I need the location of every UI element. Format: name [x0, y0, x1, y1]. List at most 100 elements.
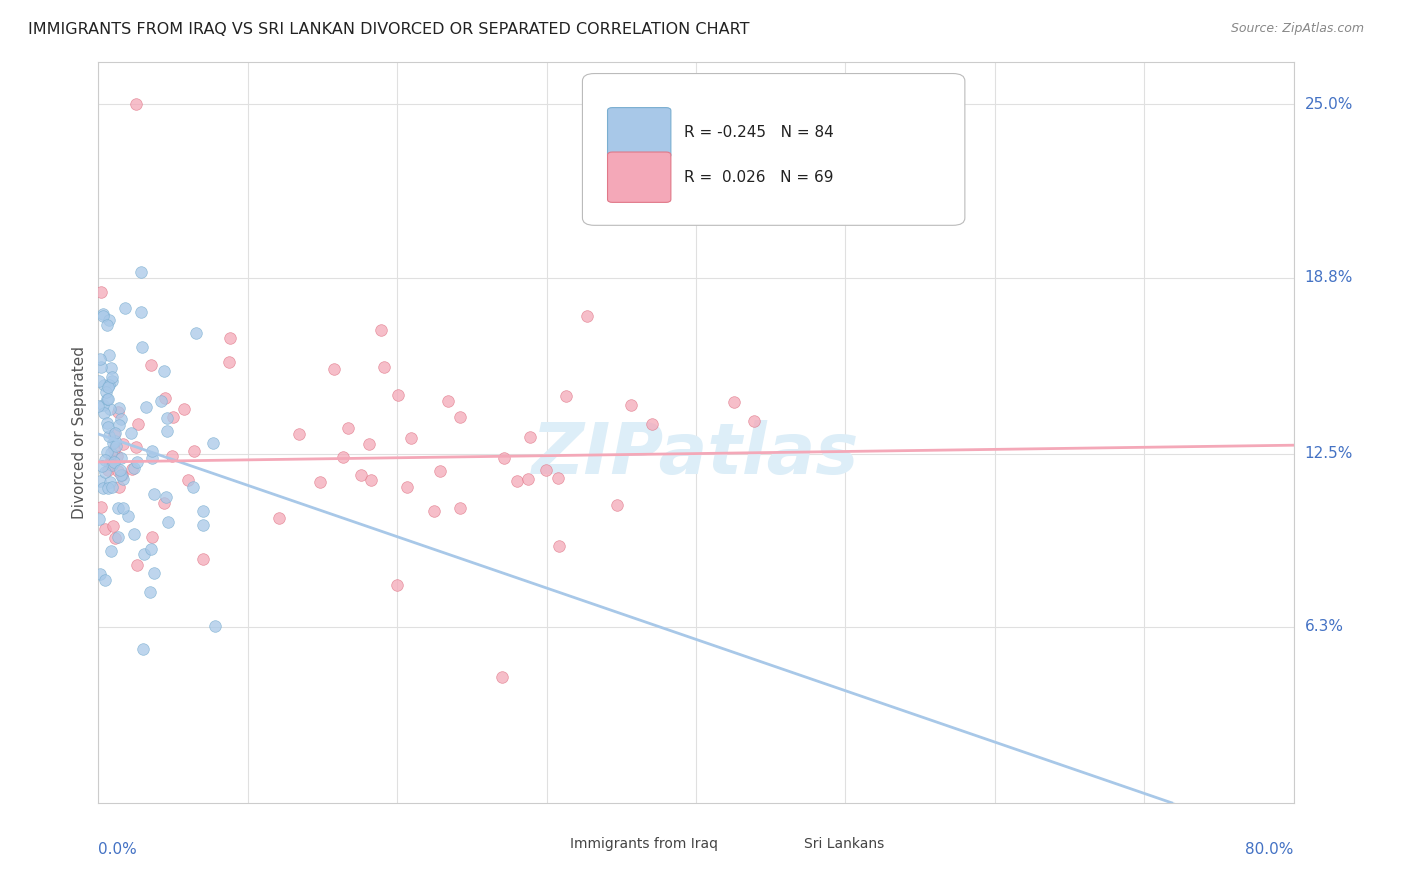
Point: [153, 391, 176, 405]
Point: [108, 462, 131, 476]
Point: [437, 393, 460, 408]
Point: [125, 558, 148, 573]
Point: [100, 446, 122, 460]
Point: [150, 393, 173, 408]
Point: [93, 522, 115, 536]
Point: [103, 455, 125, 469]
Point: [204, 619, 226, 633]
Point: [103, 442, 125, 456]
Point: [183, 444, 205, 458]
Text: 0.0%: 0.0%: [98, 842, 138, 856]
Point: [93, 377, 115, 392]
Point: [100, 480, 122, 494]
Text: 12.5%: 12.5%: [1305, 446, 1353, 461]
Point: [117, 509, 139, 524]
Point: [288, 426, 311, 441]
Point: [104, 434, 127, 448]
Point: [547, 539, 569, 553]
Point: [423, 504, 446, 518]
Point: [122, 526, 145, 541]
Point: [125, 97, 148, 112]
Point: [98, 378, 121, 392]
Point: [89, 285, 111, 299]
Point: [110, 468, 132, 483]
Point: [606, 498, 628, 512]
Point: [156, 515, 179, 529]
Point: [332, 450, 354, 464]
Point: [139, 358, 162, 372]
Point: [97, 420, 120, 434]
Point: [111, 501, 134, 516]
Point: [156, 424, 179, 438]
Text: 25.0%: 25.0%: [1305, 97, 1353, 112]
Point: [135, 401, 157, 415]
Point: [100, 544, 122, 558]
FancyBboxPatch shape: [607, 152, 671, 202]
Point: [396, 480, 419, 494]
Text: ZIPatlas: ZIPatlas: [533, 420, 859, 490]
Point: [105, 439, 128, 453]
Point: [87, 399, 110, 413]
Point: [127, 417, 149, 432]
FancyBboxPatch shape: [582, 73, 965, 226]
Point: [153, 496, 176, 510]
Text: Immigrants from Iraq: Immigrants from Iraq: [571, 838, 718, 851]
Point: [908, 209, 931, 223]
Point: [153, 364, 176, 378]
Point: [98, 429, 121, 443]
Point: [139, 584, 162, 599]
Point: [132, 642, 155, 657]
Point: [555, 389, 578, 403]
Point: [176, 473, 198, 487]
Point: [269, 510, 291, 524]
Point: [90, 500, 112, 514]
Point: [96, 445, 118, 459]
Point: [112, 472, 135, 486]
Point: [576, 310, 599, 324]
Point: [125, 440, 148, 454]
Point: [103, 427, 125, 442]
Point: [97, 313, 120, 327]
Point: [90, 359, 112, 374]
Point: [103, 518, 125, 533]
Text: 80.0%: 80.0%: [1246, 842, 1294, 856]
Point: [125, 455, 148, 469]
Point: [534, 463, 557, 477]
Point: [96, 318, 118, 333]
Point: [107, 501, 129, 516]
Point: [131, 340, 153, 354]
Point: [108, 480, 131, 494]
Point: [93, 405, 115, 419]
Point: [107, 405, 129, 419]
Point: [519, 430, 541, 444]
Point: [121, 462, 143, 476]
Point: [89, 511, 111, 525]
Point: [141, 444, 163, 458]
Point: [201, 436, 224, 450]
Point: [111, 437, 134, 451]
Point: [97, 463, 120, 477]
Point: [517, 472, 540, 486]
Text: 6.3%: 6.3%: [1305, 619, 1344, 634]
Point: [91, 398, 114, 412]
Point: [98, 475, 121, 490]
Point: [641, 417, 664, 431]
Text: Sri Lankans: Sri Lankans: [804, 838, 884, 851]
Text: IMMIGRANTS FROM IRAQ VS SRI LANKAN DIVORCED OR SEPARATED CORRELATION CHART: IMMIGRANTS FROM IRAQ VS SRI LANKAN DIVOR…: [28, 22, 749, 37]
Point: [94, 465, 117, 479]
Point: [100, 458, 122, 473]
Point: [87, 374, 110, 388]
Y-axis label: Divorced or Separated: Divorced or Separated: [72, 346, 87, 519]
Point: [337, 421, 360, 435]
Point: [141, 450, 163, 465]
Point: [97, 392, 120, 406]
Point: [323, 362, 346, 376]
Point: [96, 392, 118, 406]
Point: [370, 322, 392, 336]
Point: [449, 409, 471, 424]
Point: [103, 425, 125, 440]
Point: [141, 530, 163, 544]
Point: [218, 355, 240, 369]
Point: [101, 436, 124, 450]
Point: [111, 468, 134, 483]
